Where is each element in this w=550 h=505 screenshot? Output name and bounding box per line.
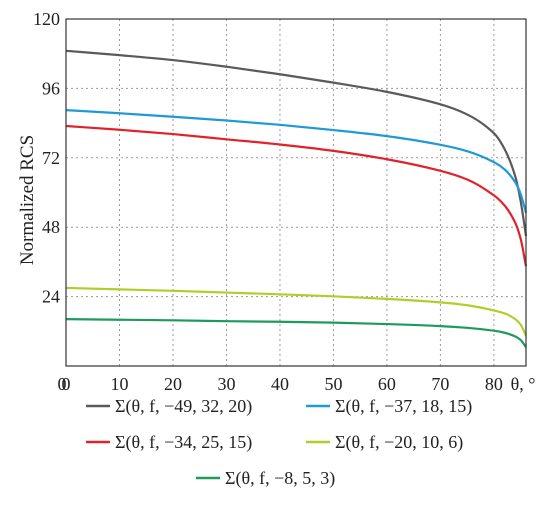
legend-item: Σ(θ, f, −34, 25, 15) — [86, 432, 252, 453]
y-tick-label: 72 — [42, 148, 60, 168]
x-tick-label: 30 — [217, 374, 235, 394]
y-ticks: 24 48 72 96 120 0 — [33, 9, 67, 394]
legend-item: Σ(θ, f, −37, 18, 15) — [306, 396, 472, 417]
legend-label: Σ(θ, f, −8, 5, 3) — [225, 468, 335, 489]
legend-label: Σ(θ, f, −20, 10, 6) — [335, 432, 463, 453]
series-lines — [65, 49, 528, 348]
x-tick-label: 20 — [164, 374, 182, 394]
x-tick-label: 0 — [62, 374, 71, 394]
x-ticks: 0 10 20 30 40 50 60 70 80 θ, ° — [62, 374, 536, 394]
legend: Σ(θ, f, −49, 32, 20) Σ(θ, f, −37, 18, 15)… — [86, 396, 472, 489]
y-tick-label: 120 — [33, 9, 60, 29]
series-line-3 — [65, 124, 528, 267]
series-line-1 — [65, 49, 528, 237]
series-line-4 — [65, 286, 527, 337]
y-tick-label: 96 — [42, 78, 60, 98]
x-tick-label: 50 — [324, 374, 342, 394]
series-line-2 — [65, 108, 528, 214]
x-tick-label: 60 — [378, 374, 396, 394]
x-tick-label: 40 — [271, 374, 289, 394]
y-tick-label: 24 — [42, 287, 60, 307]
grid — [66, 19, 526, 366]
y-axis-label: Normalized RCS — [17, 135, 38, 265]
legend-label: Σ(θ, f, −49, 32, 20) — [115, 396, 252, 417]
x-tick-label: 80 — [485, 374, 503, 394]
legend-item: Σ(θ, f, −8, 5, 3) — [196, 468, 335, 489]
x-axis-label: θ, ° — [511, 374, 536, 394]
legend-label: Σ(θ, f, −34, 25, 15) — [115, 432, 252, 453]
legend-item: Σ(θ, f, −49, 32, 20) — [86, 396, 252, 417]
x-tick-label: 70 — [431, 374, 449, 394]
legend-item: Σ(θ, f, −20, 10, 6) — [306, 432, 463, 453]
y-tick-label: 48 — [42, 217, 60, 237]
series-line-5 — [65, 318, 527, 348]
legend-label: Σ(θ, f, −37, 18, 15) — [335, 396, 472, 417]
y-tick-label: 0 — [58, 374, 67, 394]
plot-frame — [65, 18, 527, 367]
x-tick-label: 10 — [110, 374, 128, 394]
